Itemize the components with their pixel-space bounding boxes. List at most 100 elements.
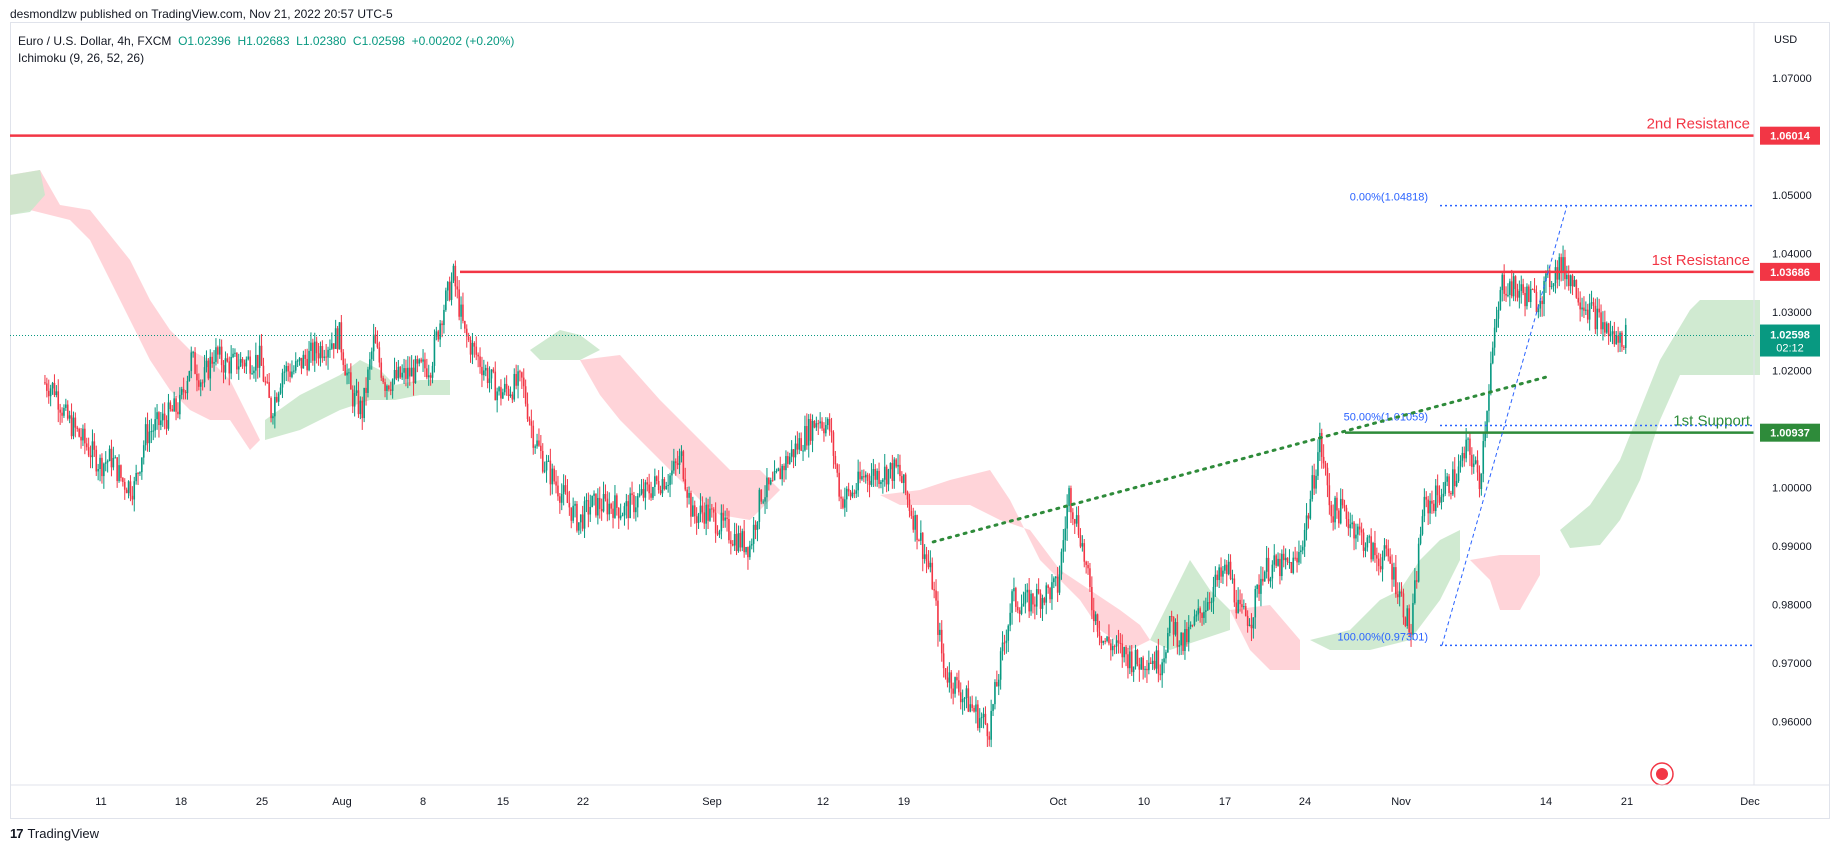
candle-body (167, 402, 170, 429)
candle-body (720, 512, 723, 532)
time-tick-label: 15 (497, 796, 509, 808)
candle-body (61, 412, 63, 416)
candle-body (1102, 640, 1105, 643)
candle-body (1376, 555, 1378, 559)
candle-body (294, 361, 297, 371)
candle-body (1345, 507, 1348, 520)
candle-body (541, 450, 544, 472)
candle-body (150, 431, 153, 433)
candle-body (1267, 557, 1270, 582)
candle-body (308, 350, 310, 371)
candle-body (1263, 571, 1266, 582)
candle-body (287, 365, 289, 372)
candle-body (431, 365, 434, 378)
fib-anchor-line[interactable] (1441, 205, 1568, 646)
price-tick-label: 1.00000 (1772, 483, 1812, 495)
candle-body (800, 438, 802, 451)
candle-body (775, 470, 778, 472)
candle-body (942, 653, 945, 669)
candle-body (1258, 584, 1260, 594)
candle-body (1556, 267, 1559, 280)
candle-body (1351, 522, 1353, 525)
candle-body (1558, 257, 1561, 280)
time-tick-label: 18 (175, 796, 187, 808)
price-tick-label: 0.99000 (1772, 541, 1812, 553)
candle-body (211, 356, 213, 364)
candle-body (285, 365, 288, 372)
candle-body (163, 413, 166, 421)
candle-body (524, 386, 527, 404)
candle-body (1554, 267, 1557, 284)
candle-body (929, 562, 932, 568)
candle-body (66, 404, 69, 419)
candle-body (97, 468, 99, 472)
candle-body (1256, 584, 1258, 590)
candle-body (1431, 500, 1433, 504)
candle-body (1279, 558, 1281, 577)
candle-body (348, 372, 350, 374)
candle-body (424, 359, 426, 369)
candle-body (408, 367, 411, 377)
indicator-legend[interactable]: Ichimoku (9, 26, 52, 26) (18, 51, 145, 65)
candle-body (462, 304, 464, 321)
candle-body (1545, 273, 1547, 282)
candle-body (1471, 454, 1473, 467)
candle-body (1452, 469, 1454, 495)
candle-body (1013, 588, 1015, 592)
candle-body (207, 360, 210, 379)
candle-body (1224, 564, 1226, 571)
candle-body (802, 450, 804, 452)
candle-body (1347, 519, 1350, 529)
candle-body (388, 385, 390, 390)
candle-body (764, 497, 766, 502)
candle-body (1195, 614, 1198, 617)
currency-label: USD (1774, 34, 1798, 46)
candle-body (980, 717, 983, 719)
candle-body (939, 629, 941, 635)
candle-body (1155, 650, 1158, 669)
trendline[interactable] (931, 374, 1551, 544)
candle-body (598, 497, 601, 509)
tradingview-footer[interactable]: 17 TradingView (10, 826, 99, 841)
symbol-title[interactable]: Euro / U.S. Dollar, 4h, FXCM (18, 34, 172, 48)
candle-body (804, 426, 806, 451)
candle-body (148, 431, 151, 444)
candle-body (1208, 602, 1211, 604)
candle-body (103, 463, 105, 477)
brand-label: TradingView (27, 826, 100, 841)
candle-body (127, 481, 130, 494)
candle-body (1035, 589, 1038, 607)
candle-body (1564, 257, 1566, 280)
candle-body (1313, 475, 1315, 489)
candle-body (427, 375, 430, 378)
fib-level-label: 100.00%(0.97301) (1337, 631, 1428, 643)
candle-body (674, 461, 677, 464)
candle-body (1104, 640, 1106, 642)
candle-body (1499, 290, 1502, 310)
candle-body (199, 382, 202, 387)
ichimoku-cloud (1230, 605, 1300, 670)
candle-body (1332, 516, 1334, 523)
candle-body (1246, 615, 1249, 626)
chart-pane[interactable] (10, 22, 1830, 819)
candle-body (728, 518, 730, 541)
candle-body (450, 280, 453, 300)
candle-body (1303, 529, 1306, 547)
candle-body (53, 382, 56, 396)
candle-body (1282, 553, 1285, 561)
candle-body (331, 343, 333, 349)
candle-body (648, 484, 650, 494)
candle-body (481, 366, 483, 376)
candle-body (899, 464, 901, 477)
candle-body (1138, 664, 1141, 670)
candle-body (908, 499, 911, 511)
candle-body (258, 345, 261, 368)
candle-body (224, 358, 227, 373)
bar-countdown: 02:12 (1776, 343, 1804, 355)
price-chart[interactable]: 2nd Resistance 1st Resistance 1st Support 0… (0, 0, 1834, 820)
candle-body (521, 372, 523, 378)
symbol-legend[interactable]: Euro / U.S. Dollar, 4h, FXCM O1.02396 H1… (18, 34, 514, 48)
candle-body (1328, 485, 1331, 506)
candle-body (977, 704, 979, 729)
candle-body (498, 387, 500, 392)
